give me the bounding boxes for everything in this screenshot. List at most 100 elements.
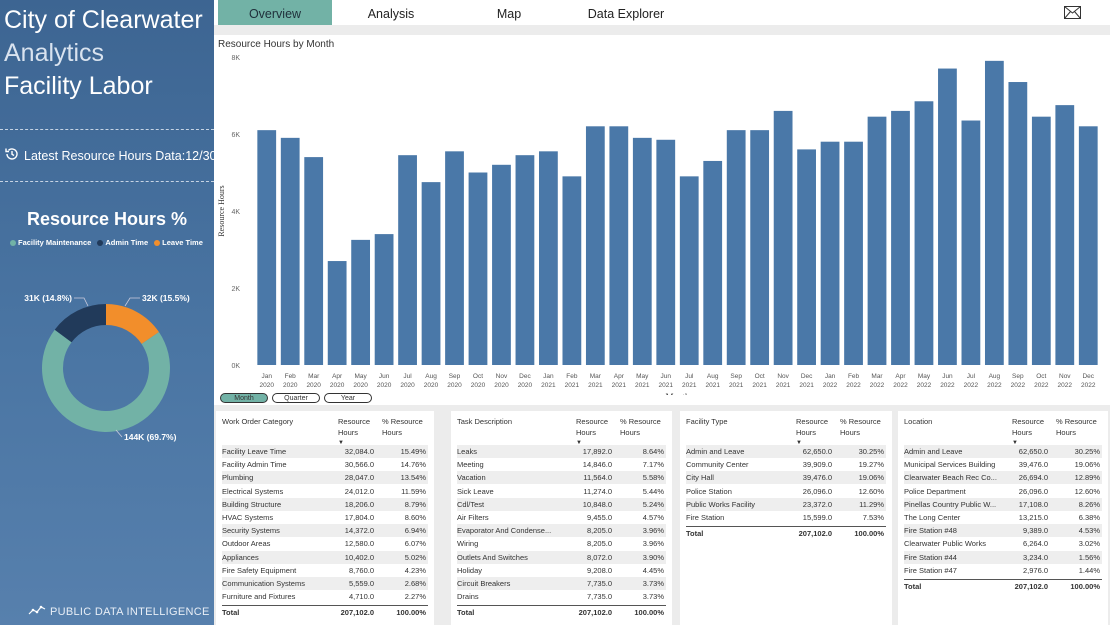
table-row[interactable]: Leaks 17,892.0 8.64% (457, 445, 666, 458)
bar[interactable] (374, 234, 394, 365)
sort-desc-icon[interactable]: ▼ (796, 440, 802, 446)
bar[interactable] (609, 126, 629, 365)
bar[interactable] (562, 176, 582, 365)
bar[interactable] (797, 149, 816, 365)
table-row[interactable]: Cdl/Test 10,848.0 5.24% (457, 497, 666, 511)
table-row[interactable]: Furniture and Fixtures 4,710.0 2.27% (222, 590, 428, 603)
column-header[interactable]: % Resource Hours (620, 417, 661, 437)
tab-data-explorer[interactable]: Data Explorer (587, 7, 665, 21)
table-row[interactable]: Municipal Services Building 39,476.0 19.06… (904, 458, 1102, 471)
bar[interactable] (844, 141, 863, 365)
table-row[interactable]: Admin and Leave 62,650.0 30.25% (904, 445, 1102, 458)
column-header[interactable]: Resource Hours ▼ (796, 416, 840, 449)
table-row[interactable]: Appliances 10,402.0 5.02% (222, 550, 428, 564)
bar[interactable] (398, 155, 417, 365)
donut-slice[interactable] (106, 304, 159, 344)
column-header[interactable]: Location (904, 417, 933, 426)
bar[interactable] (984, 60, 1004, 365)
table-row[interactable]: Drains 7,735.0 3.73% (457, 590, 666, 603)
table-row[interactable]: Police Department 26,096.0 12.60% (904, 485, 1102, 498)
table-row[interactable]: Circuit Breakers 7,735.0 3.73% (457, 577, 666, 590)
bar[interactable] (492, 164, 511, 365)
bar[interactable] (750, 130, 770, 365)
column-header[interactable]: Task Description (457, 417, 513, 426)
table-row[interactable]: Admin and Leave 62,650.0 30.25% (686, 445, 886, 458)
bar[interactable] (585, 126, 605, 365)
resource-hours-bar-chart[interactable]: Resource Hours by Month 0K 2K 4K 6K 8K Resourc… (214, 35, 1110, 402)
table-row[interactable]: Fire Station #44 3,234.0 1.56% (904, 550, 1102, 564)
column-header[interactable]: % Resource Hours (382, 417, 423, 437)
bar[interactable] (656, 139, 676, 365)
bar[interactable] (632, 137, 652, 365)
bar[interactable] (304, 157, 324, 365)
table-row[interactable]: Police Station 26,096.0 12.60% (686, 485, 886, 498)
tab-map[interactable]: Map (496, 7, 522, 21)
year-button[interactable]: Year (324, 393, 372, 403)
legend-item-admin[interactable]: Admin Time (97, 238, 148, 247)
column-header[interactable]: Resource Hours ▼ (338, 416, 382, 449)
table-row[interactable]: HVAC Systems 17,804.0 8.60% (222, 511, 428, 524)
column-header[interactable]: Resource Hours ▼ (576, 416, 620, 449)
donut-slice[interactable] (54, 304, 106, 343)
table-row[interactable]: Fire Safety Equipment 8,760.0 4.23% (222, 564, 428, 577)
table-row[interactable]: Fire Station #48 9,389.0 4.53% (904, 524, 1102, 538)
bar[interactable] (820, 141, 840, 365)
column-header[interactable]: % Resource Hours (1056, 417, 1097, 437)
quarter-button[interactable]: Quarter (272, 393, 320, 403)
table-row[interactable]: Facility Admin Time 30,566.0 14.76% (222, 458, 428, 471)
column-header[interactable]: Facility Type (686, 417, 728, 426)
bar[interactable] (1008, 82, 1028, 366)
column-header[interactable]: Resource Hours ▼ (1012, 416, 1056, 449)
table-row[interactable]: Wiring 8,205.0 3.96% (457, 537, 666, 550)
table-total-row[interactable]: Total 207,102.0 100.00% (222, 605, 428, 618)
table-row[interactable]: The Long Center 13,215.0 6.38% (904, 511, 1102, 524)
donut-chart[interactable]: 31K (14.8%) 32K (15.5%) 144K (69.7%) (0, 280, 214, 460)
table-row[interactable]: City Hall 39,476.0 19.06% (686, 471, 886, 485)
bar[interactable] (468, 172, 488, 366)
table-row[interactable]: Meeting 14,846.0 7.17% (457, 458, 666, 471)
table-row[interactable]: Holiday 9,208.0 4.45% (457, 564, 666, 577)
donut-slice[interactable] (41, 329, 170, 432)
bar[interactable] (773, 110, 793, 366)
table-row[interactable]: Community Center 39,909.0 19.27% (686, 458, 886, 471)
bar[interactable] (891, 110, 910, 366)
bar[interactable] (539, 151, 558, 365)
mail-icon[interactable] (1064, 6, 1081, 24)
table-total-row[interactable]: Total 207,102.0 100.00% (686, 526, 886, 539)
tab-analysis[interactable]: Analysis (367, 7, 415, 21)
bar[interactable] (327, 261, 347, 365)
bar[interactable] (703, 160, 723, 365)
month-button[interactable]: Month (220, 393, 268, 403)
bar[interactable] (351, 239, 371, 365)
table-row[interactable]: Public Works Facility 23,372.0 11.29% (686, 497, 886, 511)
bar[interactable] (679, 176, 699, 365)
table-row[interactable]: Electrical Systems 24,012.0 11.59% (222, 485, 428, 498)
table-total-row[interactable]: Total 207,102.0 100.00% (904, 579, 1102, 592)
table-row[interactable]: Sick Leave 11,274.0 5.44% (457, 485, 666, 498)
tab-overview[interactable]: Overview (218, 0, 332, 25)
legend-item-facility[interactable]: Facility Maintenance (10, 238, 91, 247)
table-row[interactable]: Security Systems 14,372.0 6.94% (222, 524, 428, 538)
table-row[interactable]: Clearwater Beach Rec Co... 26,694.0 12.89% (904, 471, 1102, 485)
bar[interactable] (515, 155, 535, 365)
sort-desc-icon[interactable]: ▼ (576, 440, 582, 446)
bar[interactable] (1078, 126, 1098, 365)
bar[interactable] (914, 101, 934, 366)
table-row[interactable]: Vacation 11,564.0 5.58% (457, 471, 666, 485)
table-row[interactable]: Evaporator And Condense... 8,205.0 3.96% (457, 524, 666, 538)
column-header[interactable]: % Resource Hours (840, 417, 881, 437)
table-row[interactable]: Communication Systems 5,559.0 2.68% (222, 577, 428, 590)
bar[interactable] (726, 130, 746, 365)
table-row[interactable]: Fire Station #47 2,976.0 1.44% (904, 564, 1102, 577)
bar[interactable] (1055, 105, 1075, 365)
table-row[interactable]: Fire Station 15,599.0 7.53% (686, 511, 886, 524)
bar[interactable] (280, 137, 300, 365)
bar[interactable] (938, 68, 957, 366)
table-row[interactable]: Facility Leave Time 32,084.0 15.49% (222, 445, 428, 458)
table-row[interactable]: Air Filters 9,455.0 4.57% (457, 511, 666, 524)
table-row[interactable]: Outdoor Areas 12,580.0 6.07% (222, 537, 428, 550)
sort-desc-icon[interactable]: ▼ (1012, 440, 1018, 446)
legend-item-leave[interactable]: Leave Time (154, 238, 203, 247)
table-row[interactable]: Pinellas Country Public W... 17,108.0 8.26… (904, 497, 1102, 511)
sort-desc-icon[interactable]: ▼ (338, 440, 344, 446)
